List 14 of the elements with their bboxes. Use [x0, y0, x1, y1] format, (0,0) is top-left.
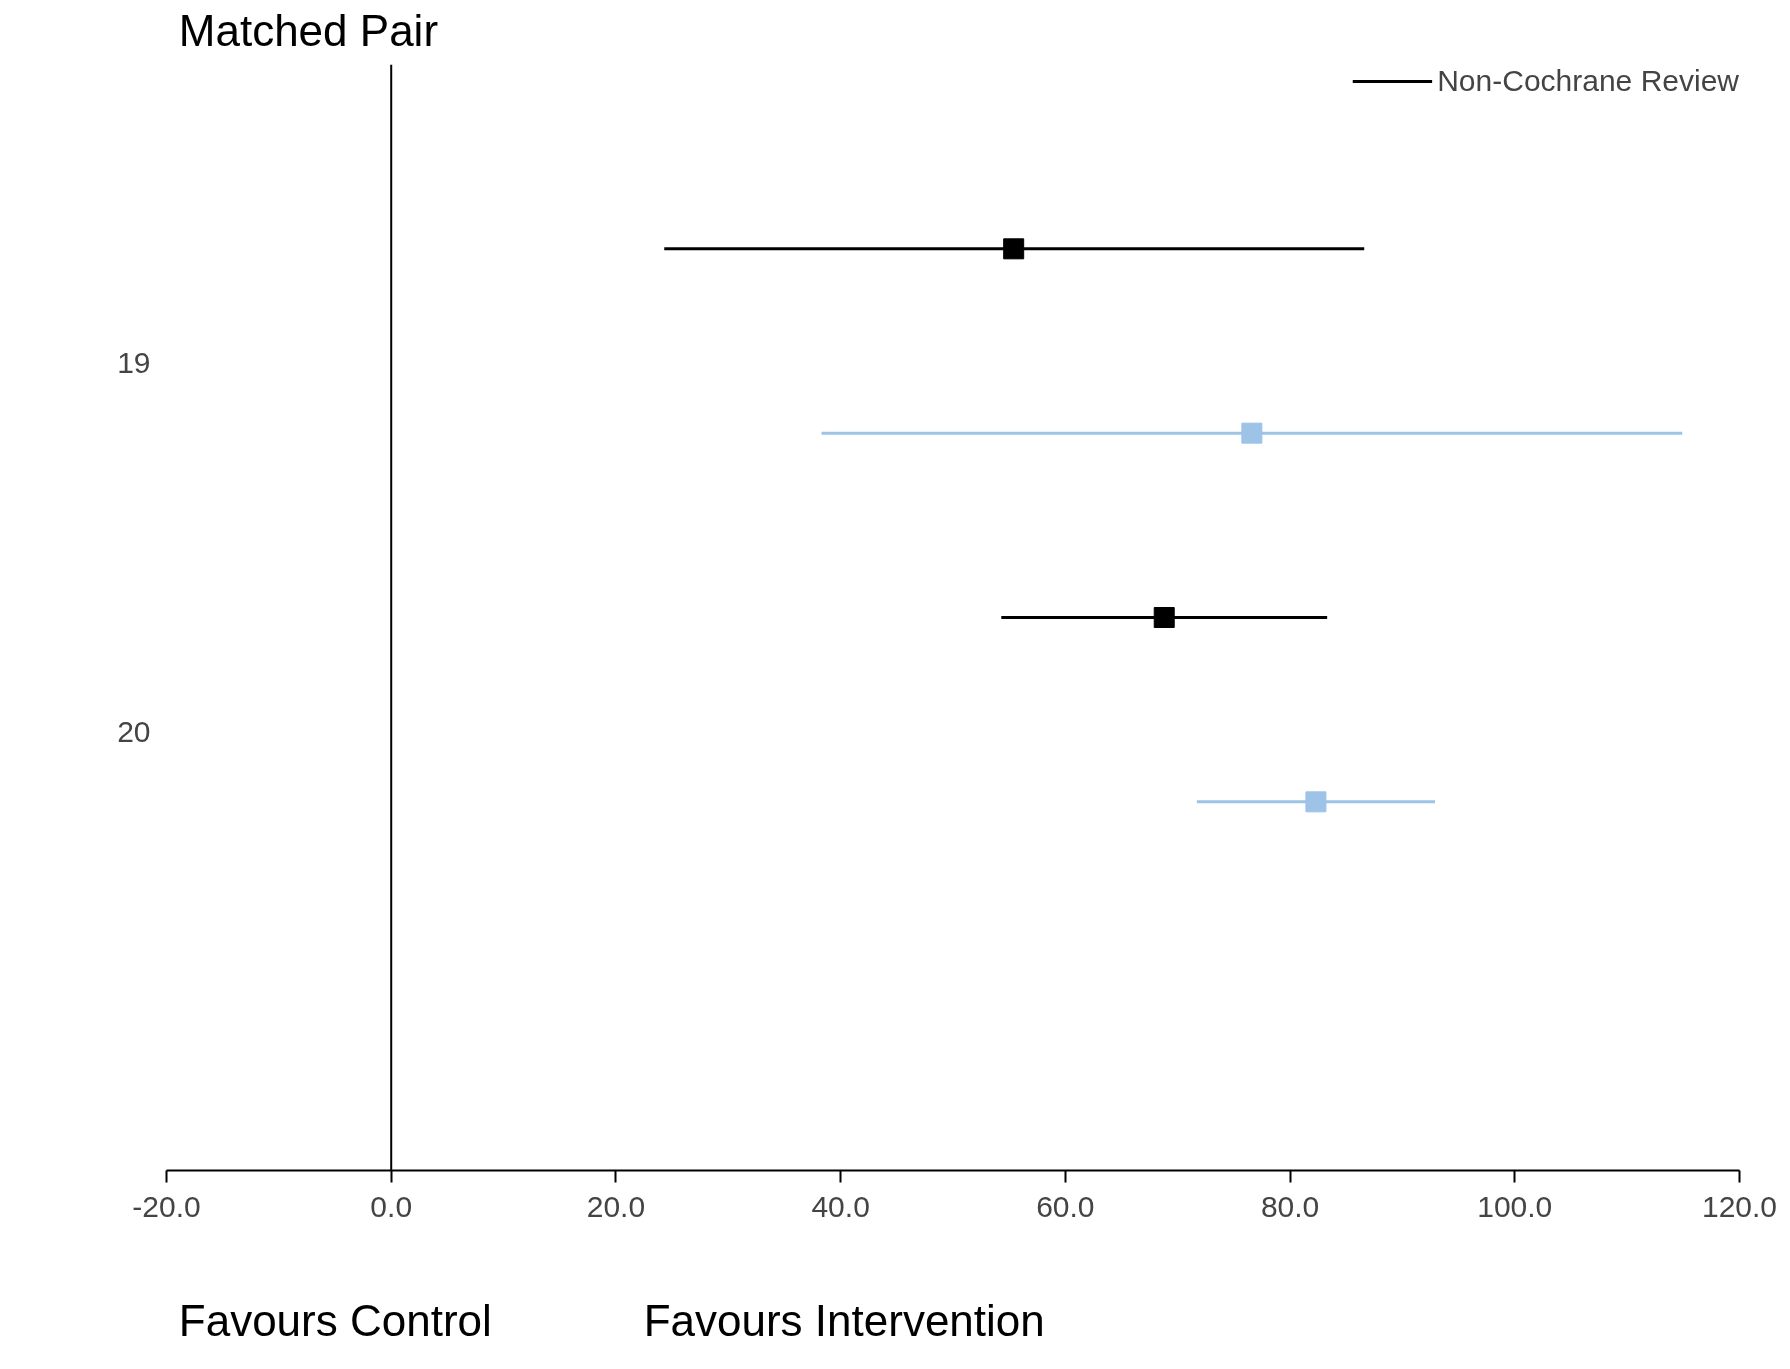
- x-tick-label: 80.0: [1260, 1189, 1320, 1223]
- y-tick-label: 20: [117, 714, 151, 748]
- x-tick-label: 60.0: [1036, 1189, 1095, 1223]
- x-tick-label: 20.0: [586, 1189, 646, 1223]
- x-tick-label: 0.0: [370, 1189, 413, 1223]
- y-axis-title: Matched Pair: [178, 6, 439, 55]
- x-tick-label: 40.0: [811, 1189, 870, 1223]
- text: Favours Intervention: [643, 1296, 1045, 1345]
- x-tick-label: 120.0: [1701, 1189, 1778, 1223]
- x-tick-label: 100.0: [1477, 1189, 1553, 1223]
- text: Favours Control: [178, 1296, 492, 1345]
- y-tick-label: 19: [117, 346, 151, 380]
- legend-label: Non-Cochrane Review: [1437, 64, 1739, 98]
- x-tick-label: -20.0: [132, 1189, 201, 1223]
